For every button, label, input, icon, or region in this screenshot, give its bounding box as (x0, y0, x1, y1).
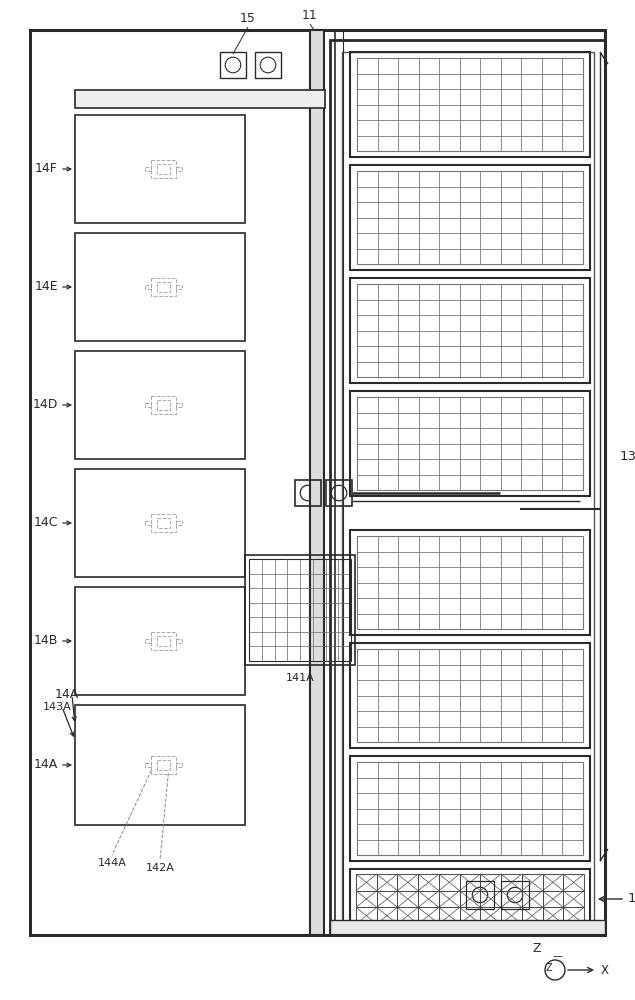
Text: 14B: 14B (34, 635, 58, 648)
Text: 12: 12 (628, 892, 635, 906)
Bar (220, 52, 246, 78)
Bar (357, 536, 583, 629)
Bar (357, 397, 583, 490)
Bar (176, 403, 182, 407)
Text: 11: 11 (302, 9, 318, 22)
Bar (145, 763, 150, 767)
Bar (150, 160, 176, 178)
Text: 144A: 144A (98, 858, 126, 868)
Bar (157, 164, 170, 174)
Bar (75, 233, 245, 341)
Bar (75, 351, 245, 459)
Bar (157, 636, 170, 646)
Bar (249, 559, 351, 661)
Bar (357, 171, 583, 264)
Bar (150, 278, 176, 296)
Bar (150, 514, 176, 532)
Bar (356, 874, 584, 924)
Bar (145, 403, 150, 407)
Bar (176, 763, 182, 767)
Bar (145, 639, 150, 643)
Bar (350, 643, 590, 748)
Text: 143A: 143A (43, 702, 72, 712)
Text: 14A: 14A (55, 688, 79, 702)
Bar (330, 40, 605, 935)
Bar (255, 52, 281, 78)
Bar (295, 480, 321, 506)
Text: 141A: 141A (286, 673, 314, 683)
Bar (310, 30, 324, 935)
Bar (150, 756, 176, 774)
Bar (326, 480, 352, 506)
Text: 13: 13 (620, 450, 635, 463)
Bar (157, 518, 170, 528)
Text: 14A: 14A (34, 758, 58, 772)
Bar (350, 756, 590, 861)
Bar (350, 278, 590, 383)
Bar (350, 869, 590, 929)
Bar (75, 705, 245, 825)
Text: 14F: 14F (35, 162, 58, 176)
Bar (145, 285, 150, 289)
Bar (245, 555, 355, 665)
Text: X: X (601, 964, 609, 976)
Bar (357, 284, 583, 377)
Bar (157, 760, 170, 770)
Bar (75, 90, 325, 108)
Bar (350, 391, 590, 496)
Bar (75, 587, 245, 695)
Bar (330, 920, 605, 935)
Text: 14C: 14C (34, 516, 58, 530)
Text: 14E: 14E (34, 280, 58, 294)
Bar (150, 396, 176, 414)
Bar (357, 762, 583, 855)
Bar (342, 52, 594, 922)
Bar (176, 167, 182, 171)
Text: Z: Z (533, 942, 541, 954)
Bar (157, 400, 170, 410)
Bar (350, 165, 590, 270)
Bar (75, 469, 245, 577)
Text: 15: 15 (240, 12, 256, 25)
Text: Z: Z (545, 963, 552, 973)
Text: —: — (552, 951, 562, 961)
Text: 142A: 142A (145, 863, 175, 873)
Bar (176, 285, 182, 289)
Bar (150, 632, 176, 650)
Bar (157, 282, 170, 292)
Bar (145, 167, 150, 171)
Bar (75, 115, 245, 223)
Text: 14D: 14D (32, 398, 58, 412)
Bar (176, 521, 182, 525)
Bar (501, 881, 529, 909)
Bar (357, 649, 583, 742)
Bar (350, 52, 590, 157)
Bar (350, 530, 590, 635)
Bar (145, 521, 150, 525)
Bar (357, 58, 583, 151)
Bar (176, 639, 182, 643)
Bar (466, 881, 494, 909)
